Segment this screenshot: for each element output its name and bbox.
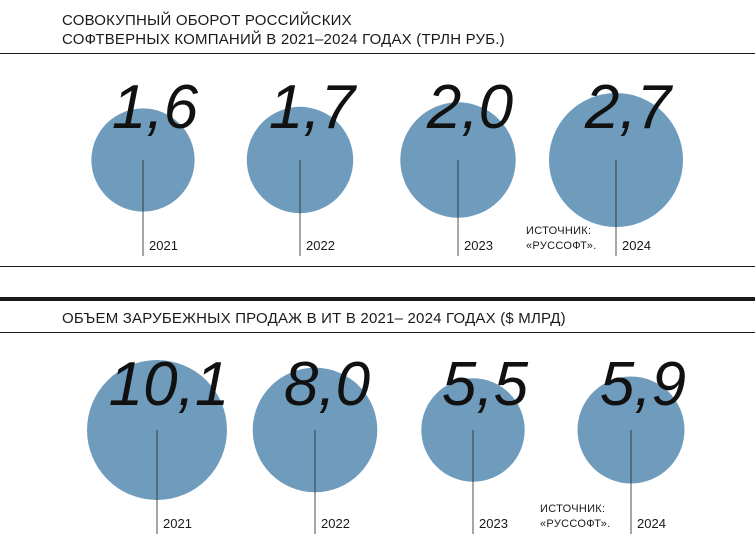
- chart-1-source: ИСТОЧНИК: «РУССОФТ».: [526, 224, 597, 254]
- chart-2-source-line-1: ИСТОЧНИК:: [540, 503, 606, 515]
- chart-2-year-label-2023: 2023: [479, 516, 508, 531]
- chart-2-top-thick-rule: [0, 297, 755, 301]
- chart-1-value-label-2021: 1,6: [112, 73, 199, 142]
- chart-2-title: ОБЪЕМ ЗАРУБЕЖНЫХ ПРОДАЖ В ИТ В 2021– 202…: [62, 309, 566, 328]
- chart-1-year-label-2023: 2023: [464, 238, 493, 253]
- chart-2-value-label-2022: 8,0: [284, 350, 370, 419]
- chart-1-title-line-1: СОВОКУПНЫЙ ОБОРОТ РОССИЙСКИХ: [62, 12, 352, 29]
- chart-1-value-label-2023: 2,0: [426, 73, 513, 142]
- chart-2-source-line-2: «РУССОФТ».: [540, 518, 611, 530]
- chart-1-value-label-2022: 1,7: [269, 73, 358, 142]
- chart-1-title: СОВОКУПНЫЙ ОБОРОТ РОССИЙСКИХ СОФТВЕРНЫХ …: [62, 11, 505, 49]
- chart-2-year-label-2024: 2024: [637, 516, 666, 531]
- chart-2-year-label-2022: 2022: [321, 516, 350, 531]
- chart-1-source-line-1: ИСТОЧНИК:: [526, 225, 592, 237]
- chart-2-title-line-1: ОБЪЕМ ЗАРУБЕЖНЫХ ПРОДАЖ В ИТ В 2021– 202…: [62, 310, 566, 327]
- chart-2-source: ИСТОЧНИК: «РУССОФТ».: [540, 502, 611, 532]
- chart-1-bottom-rule: [0, 266, 755, 267]
- chart-2-year-label-2021: 2021: [163, 516, 192, 531]
- chart-1-top-rule: [0, 53, 755, 54]
- chart-1-year-label-2021: 2021: [149, 238, 178, 253]
- chart-2-title-rule: [0, 332, 755, 333]
- chart-2-value-label-2024: 5,9: [600, 350, 686, 419]
- chart-1-value-label-2024: 2,7: [584, 73, 674, 142]
- chart-2-value-label-2021: 10,1: [109, 350, 230, 419]
- chart-1-title-line-2: СОФТВЕРНЫХ КОМПАНИЙ В 2021–2024 ГОДАХ (Т…: [62, 31, 505, 48]
- chart-1-source-line-2: «РУССОФТ».: [526, 240, 597, 252]
- chart-1-year-label-2024: 2024: [622, 238, 651, 253]
- chart-1-year-label-2022: 2022: [306, 238, 335, 253]
- chart-2-value-label-2023: 5,5: [442, 350, 529, 419]
